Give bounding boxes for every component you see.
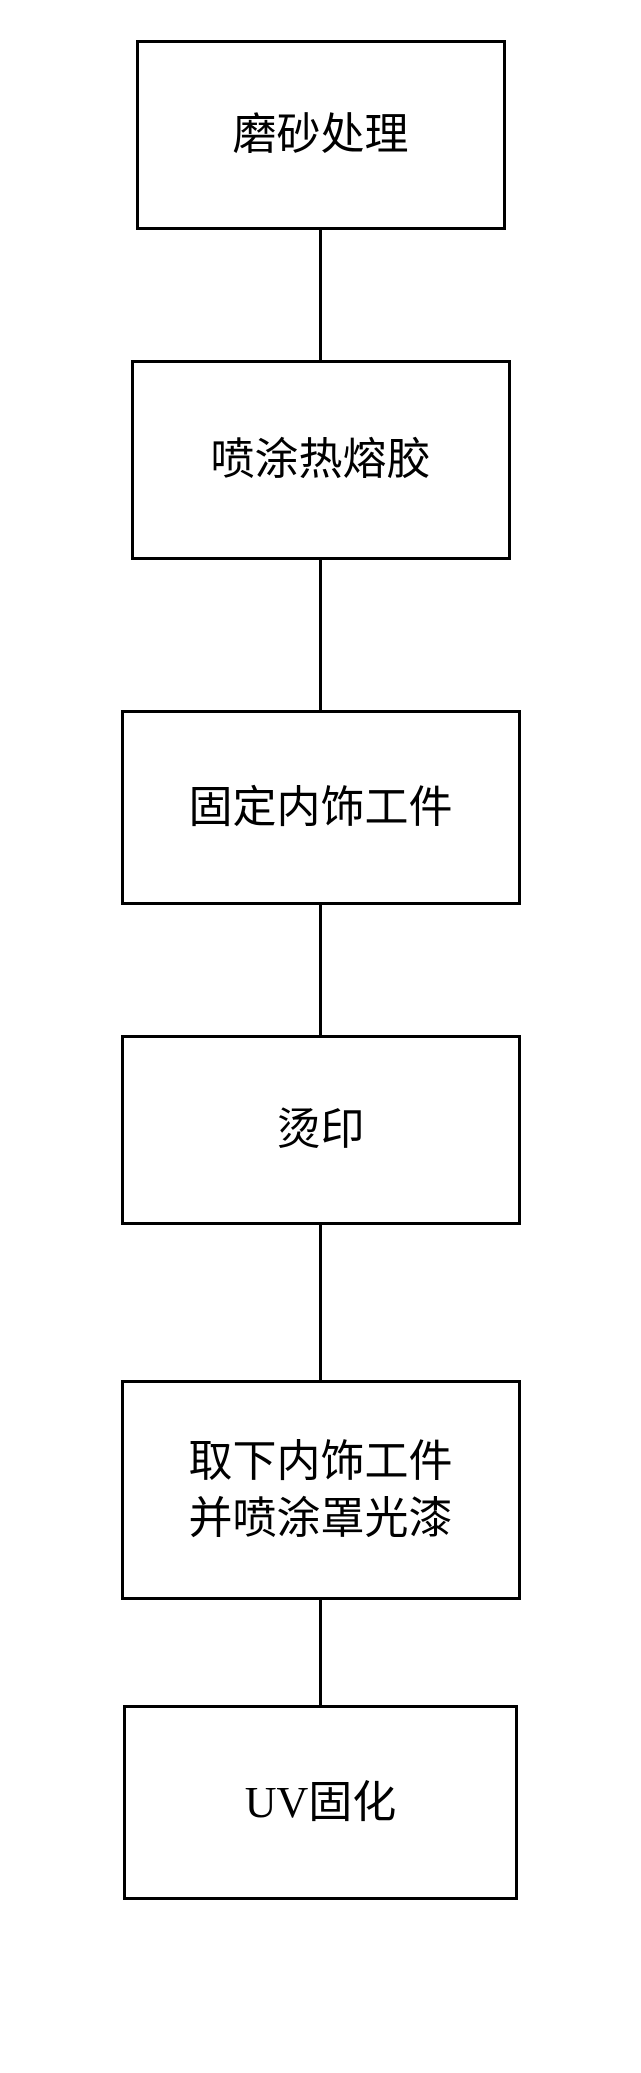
step-box-5: 取下内饰工件 并喷涂罩光漆 [121,1380,521,1600]
step-label-1: 磨砂处理 [233,106,409,163]
flowchart-container: 磨砂处理喷涂热熔胶固定内饰工件烫印取下内饰工件 并喷涂罩光漆 UV固化 [121,40,521,1900]
connector-5 [319,1600,322,1705]
step-box-1: 磨砂处理 [136,40,506,230]
step-label-3: 固定内饰工件 [189,779,453,836]
step-box-6: UV固化 [123,1705,518,1900]
connector-1 [319,230,322,360]
step-box-2: 喷涂热熔胶 [131,360,511,560]
step-label-2: 喷涂热熔胶 [211,431,431,488]
step-box-3: 固定内饰工件 [121,710,521,905]
step-label-4: 烫印 [277,1101,365,1158]
step-box-4: 烫印 [121,1035,521,1225]
connector-4 [319,1225,322,1380]
connector-2 [319,560,322,710]
step-label-6: UV固化 [245,1774,397,1831]
connector-3 [319,905,322,1035]
step-label-5: 取下内饰工件 并喷涂罩光漆 [189,1433,453,1547]
